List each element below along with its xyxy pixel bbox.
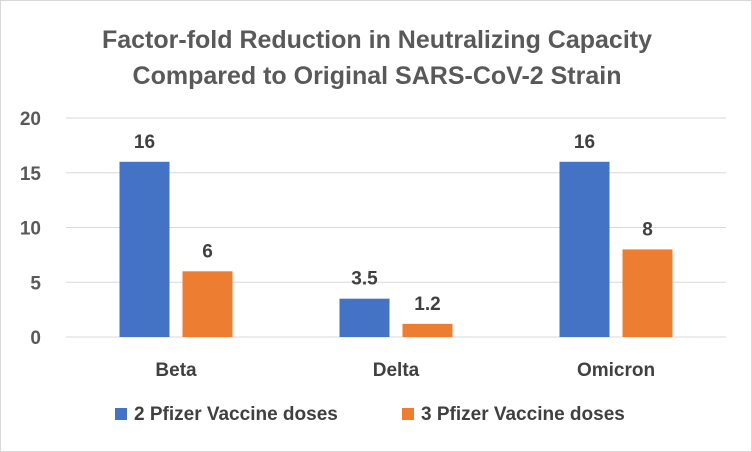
bar-delta-series-2 <box>402 323 453 337</box>
bar-beta-series-1 <box>119 161 170 337</box>
y-tick-label: 10 <box>20 219 41 240</box>
legend-swatch <box>115 408 127 420</box>
chart-title-line-1: Factor-fold Reduction in Neutralizing Ca… <box>102 26 652 54</box>
data-label: 1.2 <box>414 294 440 315</box>
bar-delta-series-1 <box>339 298 390 337</box>
y-axis-tick-labels: 0 5 10 15 20 <box>20 109 42 349</box>
legend: 2 Pfizer Vaccine doses 3 Pfizer Vaccine d… <box>115 404 625 425</box>
data-label: 3.5 <box>351 269 378 290</box>
legend-label: 3 Pfizer Vaccine doses <box>421 404 625 425</box>
x-category-label: Omicron <box>577 360 655 381</box>
bar-omicron-series-2 <box>622 249 673 337</box>
data-label: 16 <box>574 132 595 153</box>
x-axis-category-labels: Beta Delta Omicron <box>155 360 655 381</box>
data-label: 8 <box>642 219 653 240</box>
legend-label: 2 Pfizer Vaccine doses <box>134 404 338 425</box>
y-tick-label: 5 <box>30 273 41 294</box>
x-category-label: Delta <box>373 360 420 381</box>
gridlines <box>66 117 726 338</box>
legend-swatch <box>402 408 414 420</box>
bars <box>119 161 673 337</box>
chart-title-line-2: Compared to Original SARS-CoV-2 Strain <box>133 62 622 90</box>
y-tick-label: 0 <box>30 328 41 349</box>
x-category-label: Beta <box>155 360 197 381</box>
data-label: 16 <box>134 132 155 153</box>
y-tick-label: 20 <box>20 109 41 130</box>
bar-beta-series-2 <box>182 271 233 337</box>
bar-omicron-series-1 <box>559 161 610 337</box>
y-tick-label: 15 <box>20 164 42 185</box>
data-label: 6 <box>202 241 213 262</box>
chart-title: Factor-fold Reduction in Neutralizing Ca… <box>102 26 652 90</box>
data-labels: 16 6 3.5 1.2 16 8 <box>134 132 653 315</box>
